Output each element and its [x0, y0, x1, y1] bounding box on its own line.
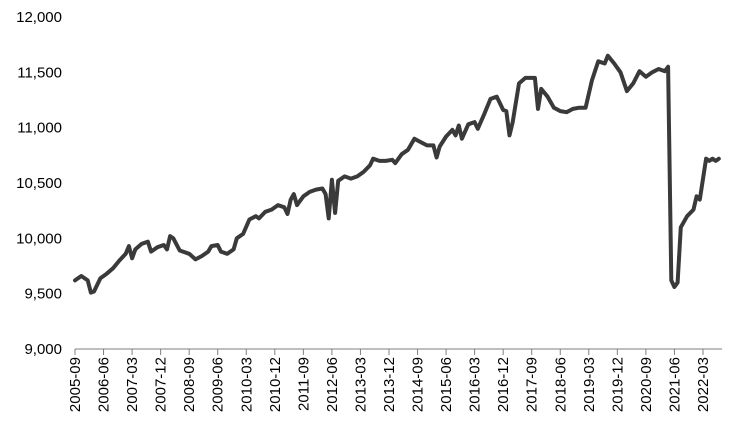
x-tick-label: 2022-03	[695, 357, 712, 412]
x-tick-label: 2019-03	[581, 357, 598, 412]
plot-area	[73, 53, 721, 295]
y-tick-label: 11,000	[17, 120, 62, 137]
x-tick-label: 2013-12	[381, 357, 398, 412]
x-tick-label: 2017-09	[524, 357, 541, 412]
x-tick-label: 2019-12	[609, 357, 626, 412]
x-tick-label: 2009-06	[210, 357, 227, 412]
x-tick-label: 2020-09	[638, 357, 655, 412]
y-tick-label: 10,000	[16, 230, 62, 247]
x-tick-label: 2014-09	[410, 357, 427, 412]
x-tick-label: 2007-03	[124, 357, 141, 412]
y-tick-label: 12,000	[16, 9, 62, 26]
x-axis: 2005-09 2006-06 2007-03 2007-12 2008-09 2009-…	[67, 348, 722, 412]
x-tick-label: 2013-03	[352, 357, 369, 412]
x-tick-label: 2010-03	[238, 357, 255, 412]
y-tick-label: 11,500	[17, 64, 62, 81]
x-tick-label: 2015-06	[438, 357, 455, 412]
x-tick-label: 2011-09	[295, 357, 312, 411]
x-tick-label: 2007-12	[153, 357, 170, 412]
x-tick-label: 2010-12	[267, 357, 284, 412]
y-tick-label: 9,000	[24, 341, 62, 358]
x-tick-label: 2018-06	[552, 357, 569, 412]
x-tick-label: 2012-06	[324, 357, 341, 412]
x-tick-label: 2021-06	[666, 357, 683, 412]
x-tick-label: 2016-03	[467, 357, 484, 412]
x-tick-label: 2005-09	[67, 357, 84, 412]
y-tick-label: 9,500	[24, 286, 62, 303]
x-tick-label: 2008-09	[181, 357, 198, 412]
y-tick-label: 10,500	[16, 175, 62, 192]
series-line	[73, 53, 721, 295]
x-tick-label: 2016-12	[495, 357, 512, 412]
y-axis-labels: 9,000 9,500 10,000 10,500 11,000 11,500 12,000	[16, 9, 62, 358]
x-tick-label: 2006-06	[96, 357, 113, 412]
